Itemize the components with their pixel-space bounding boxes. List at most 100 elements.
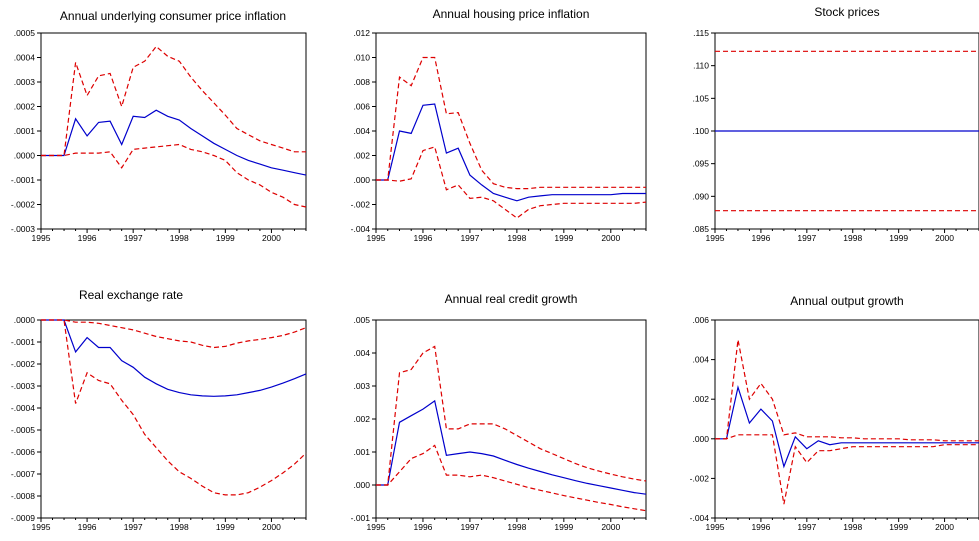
- y-tick-label: .0003: [14, 77, 36, 87]
- series-line-lower: [376, 146, 647, 219]
- y-tick-label: .002: [353, 414, 370, 424]
- x-tick-label: 1999: [889, 522, 908, 532]
- x-tick-label: 1999: [554, 233, 573, 243]
- plot-frame: [40, 319, 307, 519]
- chart-title: Annual housing price inflation: [433, 7, 590, 21]
- x-tick-label: 1999: [216, 522, 235, 532]
- x-tick-label: 1999: [889, 233, 908, 243]
- x-tick-label: 1998: [507, 233, 526, 243]
- y-tick-label: .0005: [14, 28, 36, 38]
- y-tick-label: .010: [353, 53, 370, 63]
- x-tick-label: 2000: [262, 233, 281, 243]
- y-tick-label: .105: [692, 93, 709, 103]
- y-tick-label: .0004: [14, 53, 36, 63]
- x-tick-label: 1997: [460, 522, 479, 532]
- y-tick-label: .0002: [14, 102, 36, 112]
- y-tick-label: .008: [353, 77, 370, 87]
- chart-panel-5: Annual real credit growth .005 .004 .003 .00…: [351, 292, 647, 532]
- chart-title: Annual output growth: [790, 294, 903, 308]
- x-tick-label: 1997: [797, 233, 816, 243]
- x-tick-label: 1997: [124, 233, 143, 243]
- x-tick-label: 1996: [78, 233, 97, 243]
- y-tick-label: .004: [353, 126, 370, 136]
- series-line-lower: [376, 444, 647, 512]
- x-tick-label: 1996: [413, 233, 432, 243]
- chart-panel-4: Real exchange rate .0000 -.0001 -.0002 -.000…: [11, 288, 307, 532]
- y-tick-label: -.0004: [11, 403, 35, 413]
- y-tick-label: .002: [692, 394, 709, 404]
- x-tick-label: 1998: [843, 522, 862, 532]
- x-tick-label: 2000: [601, 522, 620, 532]
- series-line-upper: [376, 345, 647, 486]
- y-tick-label: -.001: [351, 513, 371, 523]
- x-tick-label: 1995: [367, 522, 386, 532]
- x-tick-label: 1997: [460, 233, 479, 243]
- chart-panel-2: Annual housing price inflation .012 .010 .0…: [351, 7, 647, 243]
- x-tick-label: 1995: [706, 233, 725, 243]
- x-tick-label: 1996: [751, 233, 770, 243]
- y-tick-label: -.004: [690, 513, 710, 523]
- x-tick-label: 1998: [843, 233, 862, 243]
- series-line-upper: [376, 56, 646, 190]
- x-tick-label: 2000: [601, 233, 620, 243]
- chart-title: Annual real credit growth: [445, 292, 578, 306]
- y-tick-label: .110: [693, 61, 709, 71]
- y-tick-label: -.0001: [11, 337, 35, 347]
- y-tick-label: -.0002: [11, 200, 35, 210]
- y-tick-label: .005: [353, 315, 370, 325]
- x-tick-label: 1998: [170, 233, 189, 243]
- y-tick-label: -.0009: [11, 513, 35, 523]
- series-line-lower: [41, 143, 307, 208]
- y-tick-label: .000: [353, 480, 370, 490]
- y-tick-label: .001: [353, 447, 370, 457]
- series-line-upper: [41, 319, 307, 349]
- y-tick-label: -.002: [690, 473, 710, 483]
- y-tick-label: .115: [693, 28, 709, 38]
- series-line-estimate: [41, 109, 307, 176]
- series-line-upper: [41, 45, 306, 157]
- y-tick-label: .003: [353, 381, 370, 391]
- chart-panel-3: Stock prices .115 .110 .105 .100 .095 .090 .085…: [692, 5, 979, 243]
- y-tick-label: .0000: [14, 315, 36, 325]
- y-tick-label: .095: [692, 159, 709, 169]
- x-tick-label: 1995: [367, 233, 386, 243]
- plot-frame: [375, 319, 647, 519]
- x-tick-label: 1998: [170, 522, 189, 532]
- y-tick-label: .004: [692, 355, 709, 365]
- y-tick-label: .006: [692, 315, 709, 325]
- y-tick-label: -.0005: [11, 425, 35, 435]
- y-tick-label: .012: [353, 28, 370, 38]
- y-tick-label: -.0003: [11, 224, 35, 234]
- plot-frame: [714, 319, 979, 519]
- y-tick-label: -.004: [351, 224, 371, 234]
- y-tick-label: .000: [353, 175, 370, 185]
- y-tick-label: -.0008: [11, 491, 35, 501]
- series-line-estimate: [376, 399, 647, 495]
- y-tick-label: -.0003: [11, 381, 35, 391]
- series-line-upper: [715, 339, 979, 442]
- x-tick-label: 1995: [32, 522, 51, 532]
- y-tick-label: .004: [353, 348, 370, 358]
- y-tick-label: -.0001: [11, 175, 35, 185]
- y-tick-label: .0001: [14, 126, 36, 136]
- x-tick-label: 1997: [124, 522, 143, 532]
- x-tick-label: 2000: [262, 522, 281, 532]
- y-tick-label: .100: [692, 126, 709, 136]
- y-tick-label: .002: [353, 151, 370, 161]
- series-line-lower: [715, 434, 979, 505]
- x-tick-label: 1999: [554, 522, 573, 532]
- x-tick-label: 1995: [32, 233, 51, 243]
- x-tick-label: 1998: [507, 522, 526, 532]
- x-tick-label: 2000: [935, 522, 954, 532]
- x-tick-label: 2000: [935, 233, 954, 243]
- plot-frame: [40, 32, 307, 230]
- chart-title: Stock prices: [814, 5, 879, 19]
- x-tick-label: 1996: [78, 522, 97, 532]
- series-line-lower: [41, 319, 307, 496]
- y-tick-label: -.0006: [11, 447, 35, 457]
- series-line-estimate: [715, 385, 979, 469]
- y-tick-label: .085: [692, 224, 709, 234]
- x-tick-label: 1997: [797, 522, 816, 532]
- y-tick-label: .0000: [14, 151, 36, 161]
- series-line-estimate: [376, 103, 646, 202]
